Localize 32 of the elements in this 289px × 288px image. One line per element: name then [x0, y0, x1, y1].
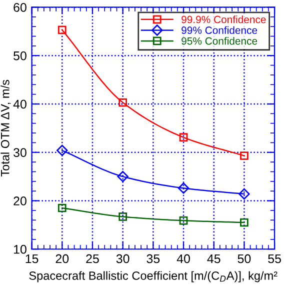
y-tick-label: 10: [14, 244, 26, 254]
y-axis-title: Total OTM ΔV, m/s: [0, 80, 11, 177]
x-tick-label: 15: [26, 254, 38, 264]
x-tick-label: 35: [146, 254, 160, 264]
point: [178, 182, 190, 194]
point: [58, 204, 66, 212]
x-tick-label: 55: [268, 254, 281, 264]
x-tick-label: 45: [207, 254, 220, 264]
point: [118, 212, 127, 221]
x-tick-label: 30: [116, 254, 130, 264]
point: [58, 26, 66, 34]
y-tick-label: 50: [14, 51, 26, 60]
y-tick-label: 40: [13, 100, 26, 109]
legend-label: 95% Confidence: [182, 37, 258, 45]
point: [118, 98, 127, 107]
point: [179, 216, 188, 225]
legend-label: 99% Confidence: [182, 26, 258, 34]
point: [56, 144, 68, 156]
x-tick-label: 40: [176, 254, 190, 264]
point: [117, 170, 128, 182]
legend-label: 99.9% Confidence: [182, 16, 266, 24]
point: [240, 152, 248, 160]
x-tick-label: 50: [238, 254, 251, 264]
x-tick-label: 25: [86, 254, 99, 264]
point: [240, 218, 248, 227]
y-tick-label: 30: [14, 148, 26, 158]
x-axis-title: Spacecraft Ballistic Coefficient [m/(C$_{D}$A)], kg/m²: [29, 271, 278, 282]
point: [238, 188, 250, 200]
point: [179, 133, 188, 142]
x-tick-label: 20: [56, 254, 69, 264]
y-tick-label: 60: [14, 3, 26, 12]
y-tick-label: 20: [14, 196, 26, 206]
